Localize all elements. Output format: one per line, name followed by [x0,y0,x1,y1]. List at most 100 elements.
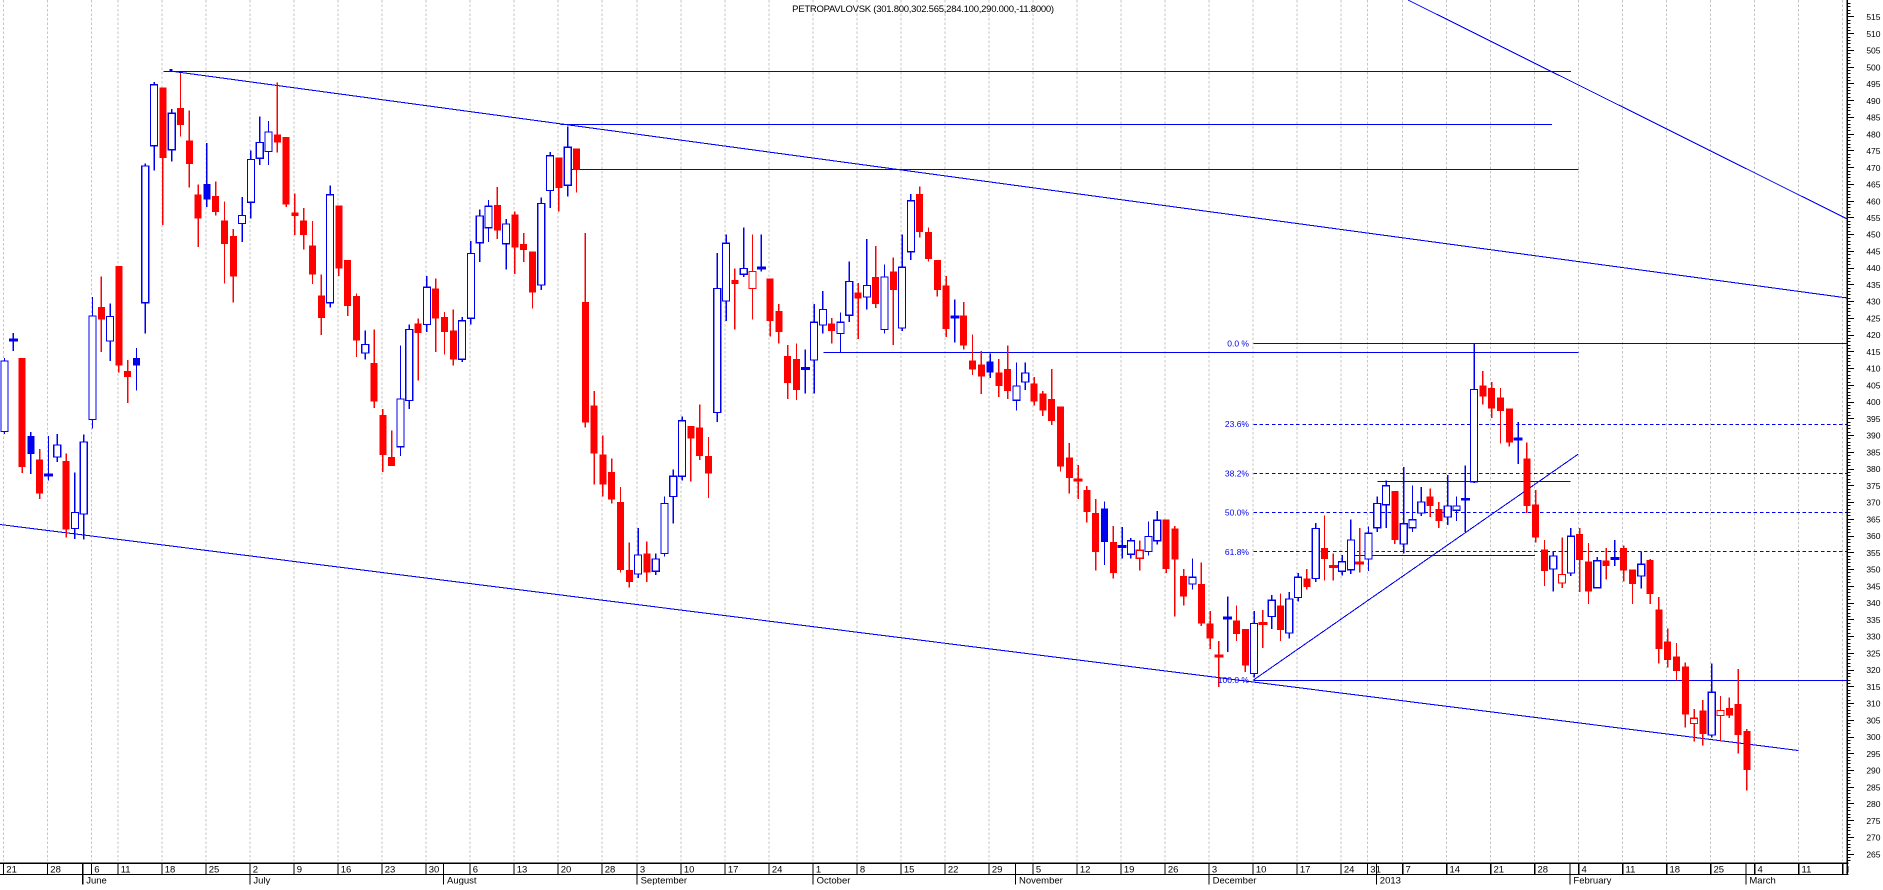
svg-text:290: 290 [1866,766,1880,776]
svg-text:390: 390 [1866,431,1880,441]
svg-text:400: 400 [1866,397,1880,407]
svg-text:480: 480 [1866,129,1880,139]
svg-text:25: 25 [209,864,220,875]
svg-text:11: 11 [1802,864,1812,875]
svg-text:420: 420 [1866,330,1880,340]
svg-text:24: 24 [772,864,783,875]
svg-text:355: 355 [1866,548,1880,558]
svg-text:10: 10 [1256,864,1267,875]
svg-text:June: June [86,876,107,886]
svg-text:29: 29 [992,864,1003,875]
svg-text:395: 395 [1866,414,1880,424]
svg-text:300: 300 [1866,732,1880,742]
svg-text:460: 460 [1866,196,1880,206]
svg-text:270: 270 [1866,833,1880,843]
svg-text:4: 4 [1758,864,1763,875]
svg-text:410: 410 [1866,364,1880,374]
svg-text:2013: 2013 [1380,876,1401,886]
svg-text:September: September [641,876,687,886]
svg-text:9: 9 [297,864,302,875]
svg-text:17: 17 [728,864,739,875]
svg-text:PETROPAVLOVSK (301.800,302.565: PETROPAVLOVSK (301.800,302.565,284.100,2… [792,4,1054,15]
svg-text:350: 350 [1866,565,1880,575]
svg-text:6: 6 [94,864,99,875]
svg-text:310: 310 [1866,699,1880,709]
svg-text:435: 435 [1866,280,1880,290]
svg-text:July: July [253,876,270,886]
svg-text:3: 3 [1212,864,1217,875]
svg-text:50.0%: 50.0% [1225,507,1250,517]
svg-text:495: 495 [1866,79,1880,89]
svg-text:345: 345 [1866,581,1880,591]
svg-text:7: 7 [1406,864,1411,875]
svg-text:500: 500 [1866,62,1880,72]
svg-text:5: 5 [1036,864,1041,875]
svg-text:100.0 %: 100.0 % [1218,675,1250,685]
svg-text:13: 13 [517,864,528,875]
svg-text:August: August [447,876,477,886]
svg-text:0.0 %: 0.0 % [1227,339,1249,349]
svg-text:March: March [1749,876,1775,886]
svg-text:305: 305 [1866,715,1880,725]
svg-text:490: 490 [1866,96,1880,106]
svg-text:November: November [1019,876,1063,886]
svg-text:31: 31 [1370,864,1381,875]
svg-text:11: 11 [1626,864,1636,875]
svg-text:12: 12 [1080,864,1091,875]
svg-text:430: 430 [1866,297,1880,307]
svg-text:26: 26 [1168,864,1179,875]
svg-text:280: 280 [1866,799,1880,809]
svg-text:6: 6 [473,864,478,875]
svg-text:23: 23 [385,864,396,875]
svg-text:3: 3 [640,864,645,875]
svg-text:375: 375 [1866,481,1880,491]
svg-text:28: 28 [605,864,616,875]
svg-text:425: 425 [1866,314,1880,324]
svg-text:19: 19 [1124,864,1135,875]
svg-text:465: 465 [1866,180,1880,190]
svg-text:380: 380 [1866,464,1880,474]
svg-text:505: 505 [1866,46,1880,56]
svg-text:24: 24 [1344,864,1355,875]
svg-text:October: October [817,876,851,886]
svg-text:21: 21 [1494,864,1505,875]
svg-text:485: 485 [1866,113,1880,123]
svg-text:445: 445 [1866,247,1880,257]
svg-text:365: 365 [1866,514,1880,524]
svg-text:295: 295 [1866,749,1880,759]
svg-text:335: 335 [1866,615,1880,625]
svg-text:17: 17 [1300,864,1311,875]
svg-text:18: 18 [1670,864,1681,875]
svg-text:22: 22 [948,864,959,875]
svg-text:285: 285 [1866,782,1880,792]
svg-text:1: 1 [816,864,821,875]
svg-text:16: 16 [341,864,352,875]
svg-text:370: 370 [1866,498,1880,508]
svg-text:25: 25 [1714,864,1725,875]
svg-text:475: 475 [1866,146,1880,156]
svg-text:455: 455 [1866,213,1880,223]
svg-text:330: 330 [1866,632,1880,642]
svg-text:10: 10 [684,864,695,875]
svg-text:385: 385 [1866,447,1880,457]
svg-text:510: 510 [1866,29,1880,39]
svg-text:15: 15 [904,864,915,875]
svg-text:23.6%: 23.6% [1225,419,1250,429]
svg-text:470: 470 [1866,163,1880,173]
svg-text:December: December [1213,876,1257,886]
svg-text:38.2%: 38.2% [1225,469,1250,479]
svg-text:325: 325 [1866,648,1880,658]
svg-text:315: 315 [1866,682,1880,692]
svg-text:11: 11 [121,864,131,875]
svg-text:265: 265 [1866,849,1880,859]
svg-text:20: 20 [561,864,572,875]
svg-text:515: 515 [1866,12,1880,22]
svg-text:8: 8 [860,864,865,875]
svg-text:February: February [1573,876,1611,886]
svg-text:18: 18 [165,864,176,875]
svg-text:4: 4 [1582,864,1587,875]
svg-text:360: 360 [1866,531,1880,541]
svg-text:2: 2 [253,864,258,875]
svg-text:320: 320 [1866,665,1880,675]
svg-text:415: 415 [1866,347,1880,357]
